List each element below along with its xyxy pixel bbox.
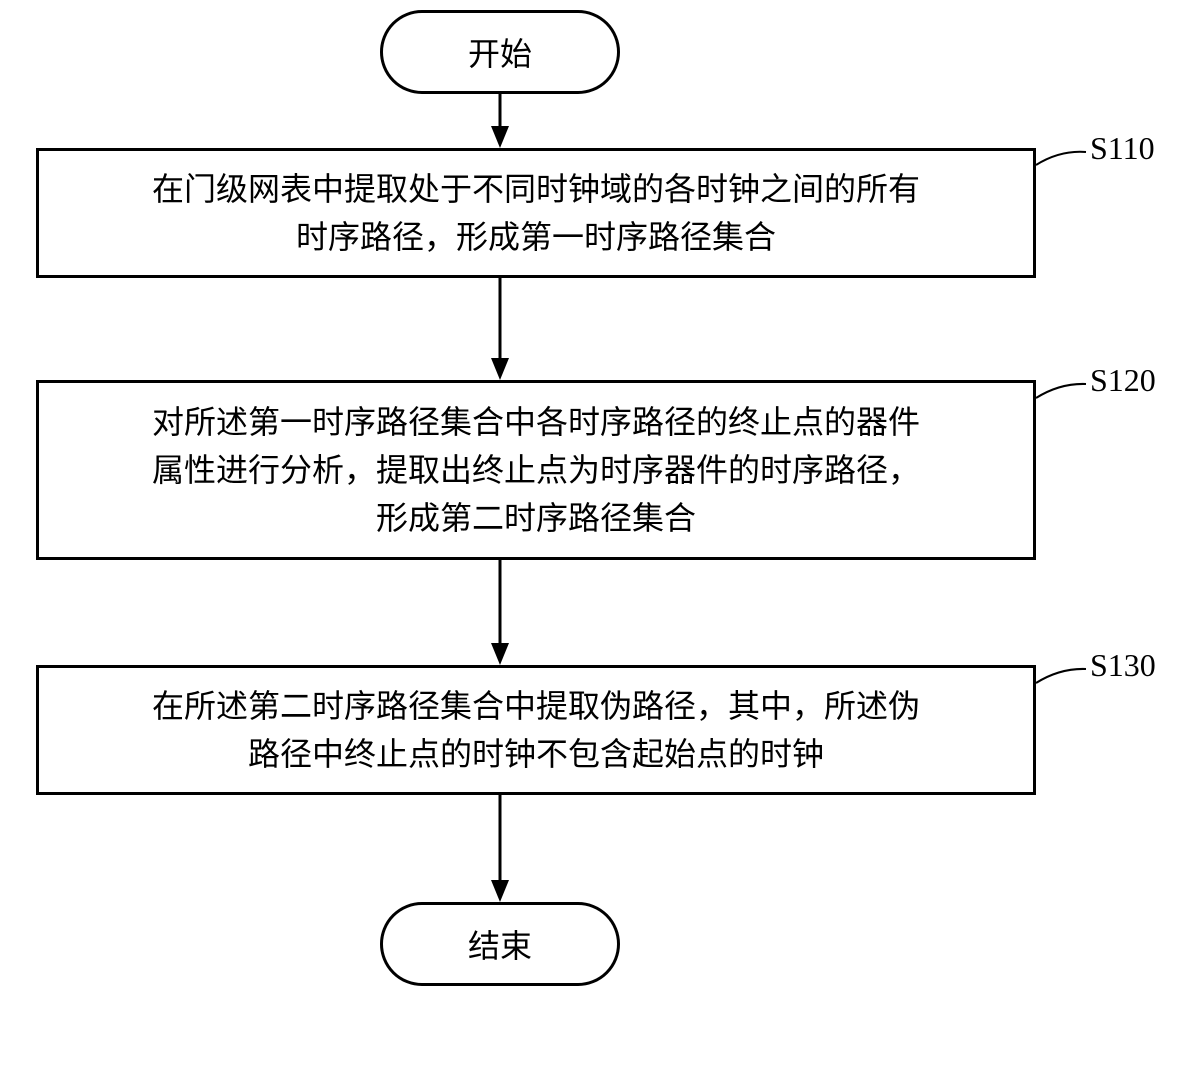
label-s110: S110 — [1090, 130, 1155, 167]
process-s110-text: 在门级网表中提取处于不同时钟域的各时钟之间的所有时序路径，形成第一时序路径集合 — [152, 165, 920, 261]
terminal-start-text: 开始 — [468, 29, 532, 75]
terminal-start: 开始 — [380, 10, 620, 94]
flowchart-canvas: 开始 在门级网表中提取处于不同时钟域的各时钟之间的所有时序路径，形成第一时序路径… — [0, 0, 1198, 1086]
process-s130: 在所述第二时序路径集合中提取伪路径，其中，所述伪路径中终止点的时钟不包含起始点的… — [36, 665, 1036, 795]
terminal-end-text: 结束 — [468, 921, 532, 967]
process-s120: 对所述第一时序路径集合中各时序路径的终止点的器件属性进行分析，提取出终止点为时序… — [36, 380, 1036, 560]
process-s110: 在门级网表中提取处于不同时钟域的各时钟之间的所有时序路径，形成第一时序路径集合 — [36, 148, 1036, 278]
terminal-end: 结束 — [380, 902, 620, 986]
process-s130-text: 在所述第二时序路径集合中提取伪路径，其中，所述伪路径中终止点的时钟不包含起始点的… — [152, 682, 920, 778]
callouts-group — [1036, 152, 1086, 683]
label-s120: S120 — [1090, 362, 1156, 399]
process-s120-text: 对所述第一时序路径集合中各时序路径的终止点的器件属性进行分析，提取出终止点为时序… — [152, 398, 920, 542]
label-s130: S130 — [1090, 647, 1156, 684]
